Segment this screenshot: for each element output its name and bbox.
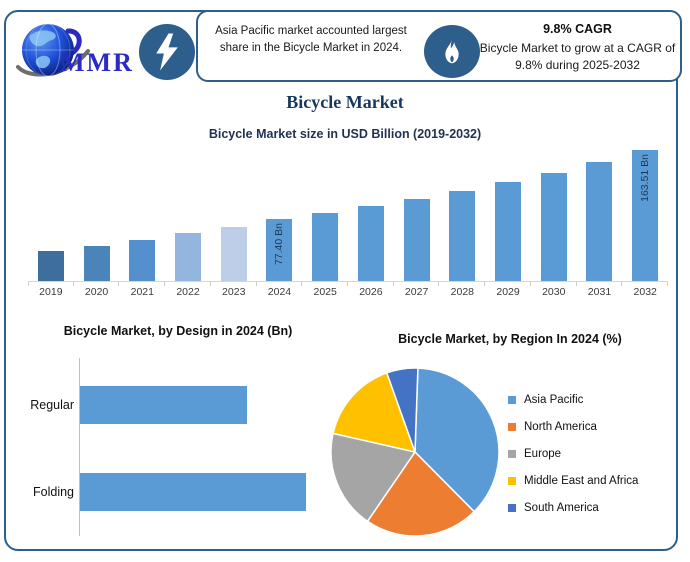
bar-slot (531, 141, 577, 286)
bar-2028 (449, 191, 476, 281)
bar-2019 (37, 250, 64, 281)
bar-slot (485, 141, 531, 286)
market-size-bar-chart: 77.40 Bn 163.51 Bn (28, 141, 668, 286)
legend-label: Asia Pacific (524, 393, 584, 406)
design-category-label: Regular (30, 398, 74, 412)
bar-2031 (586, 161, 613, 281)
legend-item: Europe (508, 440, 638, 467)
bar-slot: 163.51 Bn (622, 141, 668, 286)
bar-2026 (357, 206, 384, 281)
bar-slot (211, 141, 257, 286)
x-tick-label: 2025 (313, 286, 337, 298)
design-chart-title: Bicycle Market, by Design in 2024 (Bn) (63, 324, 293, 338)
bar-slot: 77.40 Bn (257, 141, 303, 286)
legend-item: Middle East and Africa (508, 467, 638, 494)
legend-swatch (508, 449, 516, 458)
pie-slice-europe (330, 432, 417, 523)
legend-swatch (508, 476, 516, 485)
region-pie-chart (329, 366, 501, 538)
pie-svg (330, 367, 500, 537)
x-tick-label: 2019 (39, 286, 63, 298)
bar-slot (577, 141, 623, 286)
pie-legend: Asia Pacific North America Europe Middle Ea… (508, 386, 638, 521)
region-chart-title: Bicycle Market, by Region In 2024 (%) (398, 332, 622, 346)
bar-value-label: 163.51 Bn (639, 154, 652, 203)
x-tick-label: 2030 (542, 286, 566, 298)
bar-2027 (403, 199, 430, 281)
x-tick-label: 2032 (633, 286, 657, 298)
page-title: Bicycle Market (286, 92, 404, 112)
bar-value-label: 77.40 Bn (273, 223, 286, 266)
bar-2029 (495, 182, 522, 281)
legend-swatch (508, 503, 516, 512)
bar-folding (80, 473, 306, 511)
bar-slot (165, 141, 211, 286)
bar-2023 (220, 227, 247, 281)
x-tick-label: 2028 (450, 286, 474, 298)
x-tick-label: 2026 (359, 286, 383, 298)
bar-slot (348, 141, 394, 286)
bar-slot (439, 141, 485, 286)
bar-2030 (540, 172, 567, 281)
bar-2024: 77.40 Bn (266, 219, 293, 281)
lightning-icon (156, 33, 178, 71)
mmr-logo: MMR (12, 20, 197, 82)
x-axis-labels: 2019 2020 2021 2022 2023 2024 2025 2026 2027 2028… (28, 286, 668, 298)
legend-swatch (508, 422, 516, 431)
legend-swatch (508, 395, 516, 404)
legend-label: North America (524, 420, 597, 433)
logo-text: MMR (60, 48, 134, 77)
legend-label: Middle East and Africa (524, 474, 639, 487)
cagr-title: 9.8% CAGR (543, 22, 612, 36)
design-bar-chart (79, 358, 342, 536)
x-tick-label: 2031 (587, 286, 612, 298)
legend-label: Europe (524, 447, 562, 460)
bar-slot (302, 141, 348, 286)
cagr-text: Bicycle Market to grow at a CAGR of 9.8%… (479, 41, 676, 72)
bar-2020 (83, 245, 110, 281)
legend-item: North America (508, 413, 638, 440)
lightning-badge (139, 24, 195, 80)
bar-2021 (129, 240, 156, 281)
pie-slice-north-america (366, 450, 476, 537)
main-chart-title: Bicycle Market size in USD Billion (2019… (208, 127, 482, 141)
x-tick-label: 2020 (84, 286, 109, 298)
x-tick-label: 2022 (176, 286, 200, 298)
legend-item: South America (508, 494, 638, 521)
x-tick-label: 2021 (130, 286, 154, 298)
pie-slice-asia-pacific (414, 367, 500, 513)
legend-label: South America (524, 501, 599, 514)
pie-slice-south-america (385, 367, 419, 453)
bar-2022 (175, 233, 202, 281)
bar-2025 (312, 213, 339, 281)
pie-slice-middle-east-and-africa (332, 371, 417, 454)
x-tick-label: 2029 (496, 286, 520, 298)
bar-2032: 163.51 Bn (632, 150, 659, 281)
x-tick-label: 2027 (404, 286, 429, 298)
bar-slot (74, 141, 120, 286)
legend-item: Asia Pacific (508, 386, 638, 413)
globe-icon (16, 23, 90, 77)
bar-slot (394, 141, 440, 286)
header-note-left: Asia Pacific market accounted largest sh… (215, 25, 407, 55)
bar-slot (119, 141, 165, 286)
header-note-right: 9.8% CAGR Bicycle Market to grow at a CA… (479, 22, 676, 74)
x-tick-label: 2023 (222, 286, 246, 298)
flame-badge (424, 25, 480, 78)
bar-slot (28, 141, 74, 286)
x-tick-label: 2024 (267, 286, 292, 298)
flame-icon (445, 38, 459, 63)
bar-regular (80, 386, 247, 424)
design-category-label: Folding (33, 485, 74, 499)
